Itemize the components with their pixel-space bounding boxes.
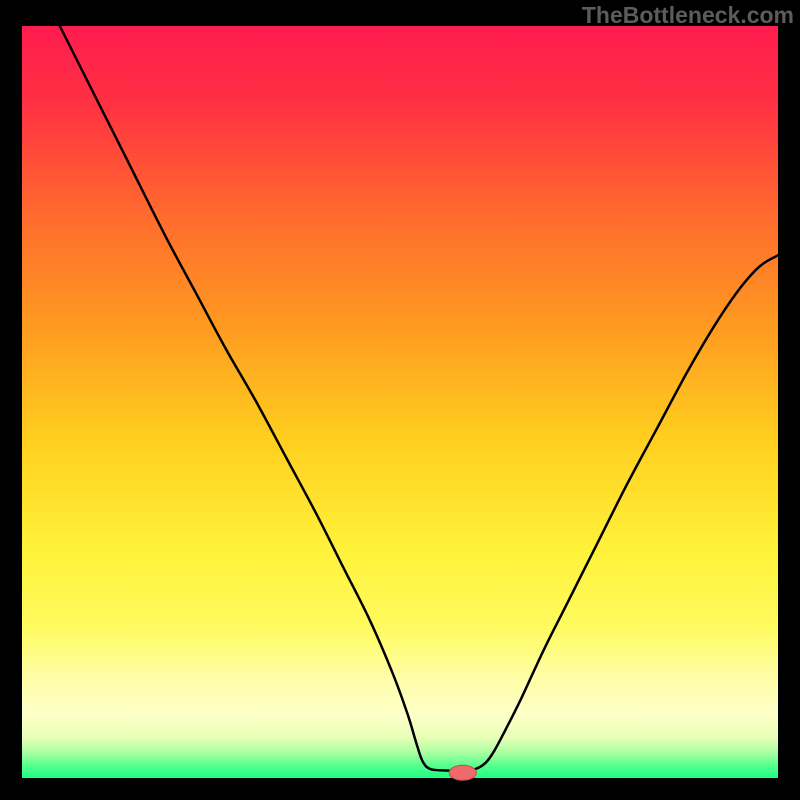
bottleneck-chart: TheBottleneck.com — [0, 0, 800, 800]
chart-canvas — [0, 0, 800, 800]
chart-gradient-area — [22, 26, 778, 778]
optimum-marker — [449, 765, 476, 780]
watermark-text: TheBottleneck.com — [582, 2, 794, 29]
